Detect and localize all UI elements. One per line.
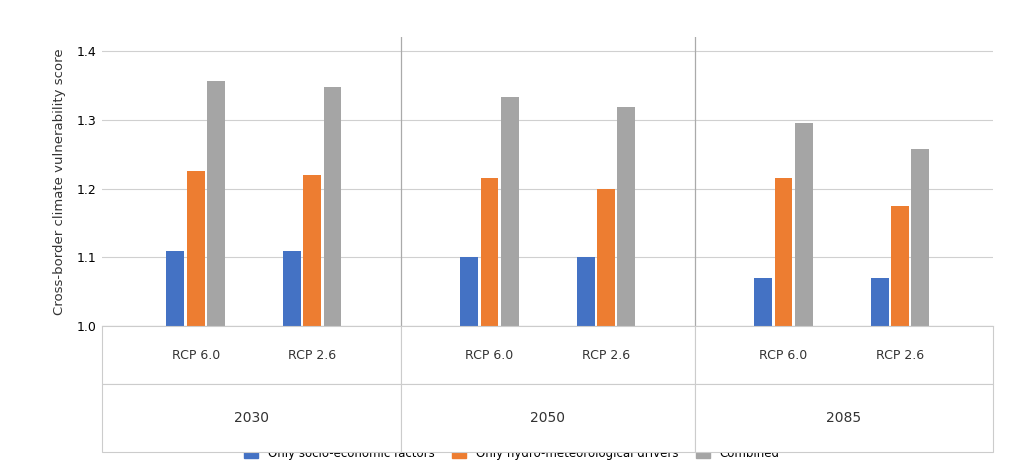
Text: RCP 2.6: RCP 2.6 [288,349,336,362]
Text: RCP 2.6: RCP 2.6 [582,349,630,362]
Text: RCP 2.6: RCP 2.6 [876,349,924,362]
Text: 2030: 2030 [234,411,269,425]
Bar [207,81,225,326]
Bar [461,257,478,326]
Text: RCP 6.0: RCP 6.0 [466,349,514,362]
Bar [755,278,772,326]
Bar [870,278,889,326]
Bar [186,171,205,326]
Text: RCP 6.0: RCP 6.0 [171,349,220,362]
Text: 2050: 2050 [530,411,565,425]
Bar [774,178,793,326]
Text: 2085: 2085 [826,411,861,425]
Text: RCP 6.0: RCP 6.0 [760,349,808,362]
Bar [911,149,929,326]
Bar [480,178,499,326]
Bar [303,175,322,326]
Bar [795,123,813,326]
Bar [597,189,615,326]
Bar [891,206,909,326]
Legend: Only socio-economic factors, Only hydro-meteorological drivers, Combined: Only socio-economic factors, Only hydro-… [240,442,784,465]
Bar [501,97,519,326]
Bar [324,88,341,326]
Bar [283,251,301,326]
Bar [577,257,595,326]
Y-axis label: Cross-border climate vulnerability score: Cross-border climate vulnerability score [53,48,66,315]
Bar [617,108,635,326]
Bar [167,251,184,326]
